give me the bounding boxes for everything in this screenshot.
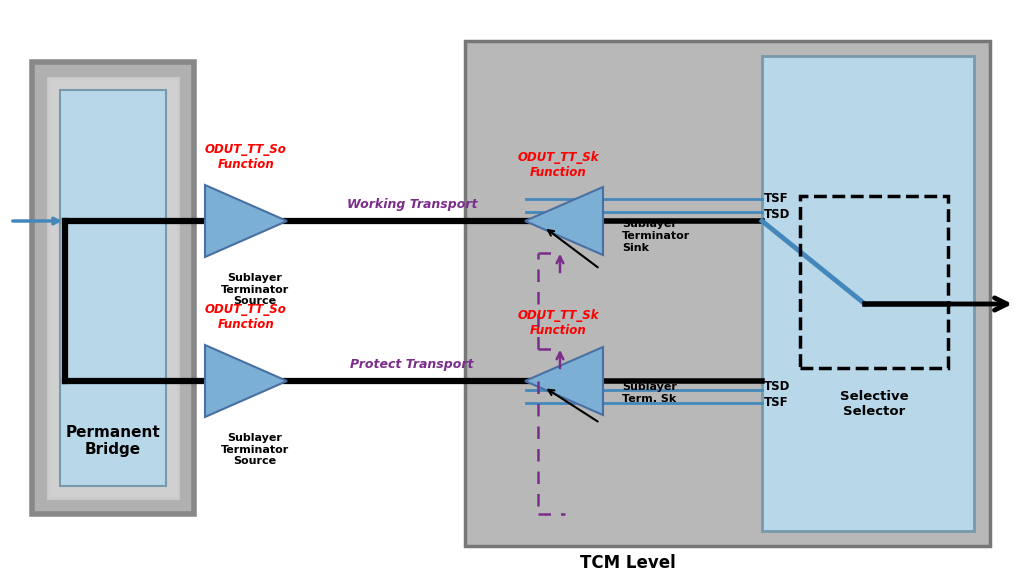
Text: Selective
Selector: Selective Selector <box>840 390 908 418</box>
Text: TSD: TSD <box>764 381 791 393</box>
Text: ODUT_TT_Sk
Function: ODUT_TT_Sk Function <box>517 309 599 337</box>
Text: TSF: TSF <box>764 192 788 206</box>
Text: Permanent
Bridge: Permanent Bridge <box>66 425 161 457</box>
FancyBboxPatch shape <box>762 56 974 531</box>
Text: ODUT_TT_So
Function: ODUT_TT_So Function <box>205 303 287 331</box>
Text: Sublayer
Terminator
Source: Sublayer Terminator Source <box>221 273 289 306</box>
Text: Protect Transport: Protect Transport <box>350 358 474 371</box>
Text: Sublayer
Term. Sk: Sublayer Term. Sk <box>622 382 677 404</box>
Text: TSF: TSF <box>764 396 788 410</box>
Text: TCM Level: TCM Level <box>581 554 676 572</box>
Text: Sublayer
Terminator
Sink: Sublayer Terminator Sink <box>622 219 690 253</box>
Polygon shape <box>205 185 287 257</box>
FancyBboxPatch shape <box>60 90 166 486</box>
Polygon shape <box>525 347 603 415</box>
Text: Sublayer
Terminator
Source: Sublayer Terminator Source <box>221 433 289 466</box>
FancyBboxPatch shape <box>465 41 990 546</box>
Text: ODUT_TT_Sk
Function: ODUT_TT_Sk Function <box>517 151 599 179</box>
Polygon shape <box>525 187 603 255</box>
Polygon shape <box>205 345 287 417</box>
Text: Working Transport: Working Transport <box>347 198 477 211</box>
FancyBboxPatch shape <box>32 62 194 514</box>
FancyBboxPatch shape <box>48 78 178 498</box>
Text: ODUT_TT_So
Function: ODUT_TT_So Function <box>205 143 287 171</box>
Text: TSD: TSD <box>764 209 791 222</box>
